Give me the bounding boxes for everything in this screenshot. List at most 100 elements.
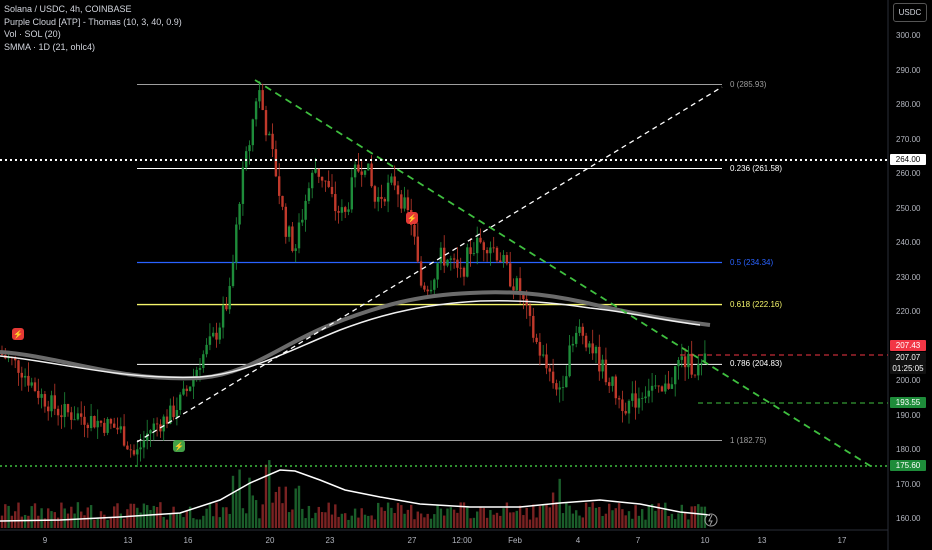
volume-bar <box>525 507 528 528</box>
candle <box>63 404 66 418</box>
candle <box>353 164 357 178</box>
volume-bar <box>571 513 575 528</box>
candle <box>139 447 142 450</box>
volume-bar <box>27 515 30 528</box>
volume-bar <box>175 512 179 528</box>
volume-bar <box>205 508 208 528</box>
currency-button[interactable]: USDC <box>893 3 927 22</box>
sell-signal-icon[interactable]: ⚡ <box>12 328 24 340</box>
candle <box>670 384 674 389</box>
candle <box>109 419 113 424</box>
volume-bar <box>436 504 439 528</box>
candle <box>502 255 505 263</box>
volume-bar <box>499 515 502 528</box>
volume-bar <box>439 508 443 528</box>
volume-bar <box>687 519 690 528</box>
volume-bar <box>96 517 99 528</box>
candle <box>680 356 683 360</box>
volume-bar <box>631 518 634 528</box>
volume-bar <box>350 515 353 528</box>
volume-bar <box>225 507 228 528</box>
volume-bar <box>575 510 578 528</box>
fib-retracement[interactable] <box>137 84 722 442</box>
candle <box>251 119 254 146</box>
volume-bar <box>683 512 687 528</box>
candle <box>426 289 429 292</box>
volume-bar <box>304 518 307 528</box>
volume-bar <box>518 505 522 528</box>
candle <box>565 376 568 388</box>
candle <box>363 170 367 175</box>
candle <box>377 196 380 202</box>
volume-bar <box>0 515 4 528</box>
candle <box>122 426 126 446</box>
sell-signal-icon[interactable]: ⚡ <box>406 212 418 224</box>
volume-bar <box>670 513 674 528</box>
fib-level-label: 0.786 (204.83) <box>730 359 783 369</box>
volume-bar <box>89 505 93 528</box>
candle <box>287 226 291 237</box>
candle <box>205 344 208 355</box>
volume-bar <box>380 507 383 528</box>
volume-bar <box>578 515 581 528</box>
candle <box>40 394 43 398</box>
symbol-title[interactable]: Solana / USDC, 4h, COINBASE <box>4 4 132 14</box>
candle <box>119 426 122 430</box>
volume-bar <box>99 511 103 528</box>
candle <box>76 413 80 420</box>
volume-bar <box>152 505 155 528</box>
candle <box>340 207 344 213</box>
candle <box>274 149 278 177</box>
indicator-smma[interactable]: SMMA · 1D (21, ohlc4) <box>4 41 96 52</box>
candle <box>522 293 525 300</box>
candle <box>73 419 76 421</box>
volume-bar <box>433 514 436 528</box>
candle <box>509 263 512 287</box>
candle <box>254 101 258 120</box>
volume-bar <box>30 506 33 528</box>
volume-bar <box>192 518 195 528</box>
candle <box>654 385 657 387</box>
volume-bar <box>601 515 604 528</box>
volume-bar <box>664 502 667 528</box>
candle <box>594 346 598 354</box>
volume-bar <box>584 502 588 528</box>
volume-bar <box>198 519 202 528</box>
volume-bar <box>624 515 627 528</box>
candle <box>324 180 327 182</box>
candle <box>492 247 495 249</box>
volume-bar <box>492 514 495 528</box>
replay-lightning-icon[interactable] <box>704 513 718 527</box>
volume-bar <box>443 515 446 528</box>
candle <box>136 449 139 455</box>
volume-bar <box>33 503 37 528</box>
volume-bar <box>155 507 159 528</box>
volume-bar <box>165 519 169 528</box>
volume-bar <box>604 513 608 528</box>
candle <box>660 386 664 392</box>
time-tick: 27 <box>407 536 417 545</box>
volume-bar <box>416 511 419 528</box>
candle <box>169 405 172 424</box>
volume-bar <box>360 508 363 528</box>
volume-bar <box>472 517 476 528</box>
volume-bar <box>542 504 545 528</box>
candle <box>228 286 231 310</box>
volume-bar <box>697 504 700 528</box>
candle <box>479 237 482 243</box>
candle <box>185 388 188 391</box>
indicator-volume[interactable]: Vol · SOL (20) <box>4 29 61 39</box>
volume-bar <box>644 519 647 528</box>
volume-bar <box>693 506 697 528</box>
buy-signal-icon[interactable]: ⚡ <box>173 440 185 452</box>
price-tick: 160.00 <box>896 514 921 523</box>
volume-bar <box>327 502 330 528</box>
candle <box>70 412 73 420</box>
volume-bar <box>245 513 248 528</box>
candle <box>304 200 307 220</box>
descending-trendline[interactable] <box>254 79 873 468</box>
rising-trendline[interactable] <box>136 86 723 443</box>
price-tick: 300.00 <box>896 31 921 40</box>
indicator-purple-cloud[interactable]: Purple Cloud [ATP] - Thomas (10, 3, 40, … <box>4 16 182 27</box>
